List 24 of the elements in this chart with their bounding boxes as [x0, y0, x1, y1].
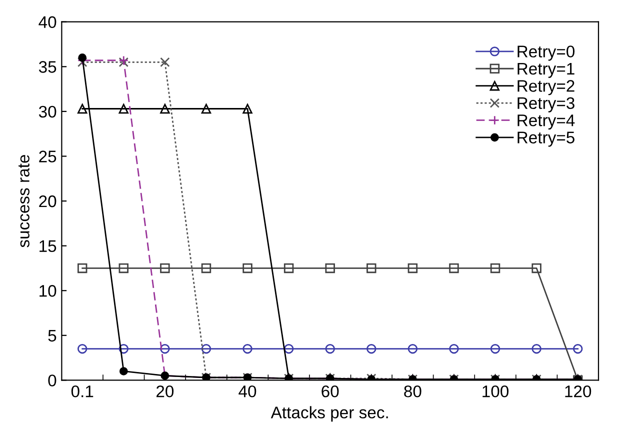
x-tick-label: 80: [404, 385, 422, 398]
x-axis-title: Attacks per sec.: [270, 406, 388, 422]
x-tick-label: 60: [322, 385, 339, 398]
x-tick-label: 40: [238, 385, 256, 398]
legend-label: Retry=2: [518, 80, 574, 96]
legend-label: Retry=1: [518, 63, 574, 78]
x-tick-label: 20: [156, 385, 174, 398]
y-tick-label: 15: [40, 240, 56, 252]
y-tick-label: 20: [39, 195, 56, 208]
x-tick-label: 0.1: [71, 385, 94, 398]
x-tick-label: 120: [565, 385, 592, 398]
legend-label: Retry=4: [518, 114, 575, 130]
y-axis-title: success rate: [18, 154, 30, 248]
y-tick-label: 35: [38, 61, 56, 73]
legend-label: Retry=3: [518, 97, 574, 112]
y-tick-label: 25: [39, 150, 56, 162]
legend-label: Retry=0: [518, 46, 575, 61]
legend-label: Retry=5: [518, 132, 574, 147]
x-tick-label: 100: [482, 385, 509, 398]
y-tick-label: 0: [48, 374, 56, 386]
y-tick-label: 40: [38, 16, 56, 28]
y-tick-label: 5: [48, 330, 56, 342]
y-tick-label: 30: [38, 106, 56, 118]
y-tick-label: 10: [40, 285, 56, 297]
